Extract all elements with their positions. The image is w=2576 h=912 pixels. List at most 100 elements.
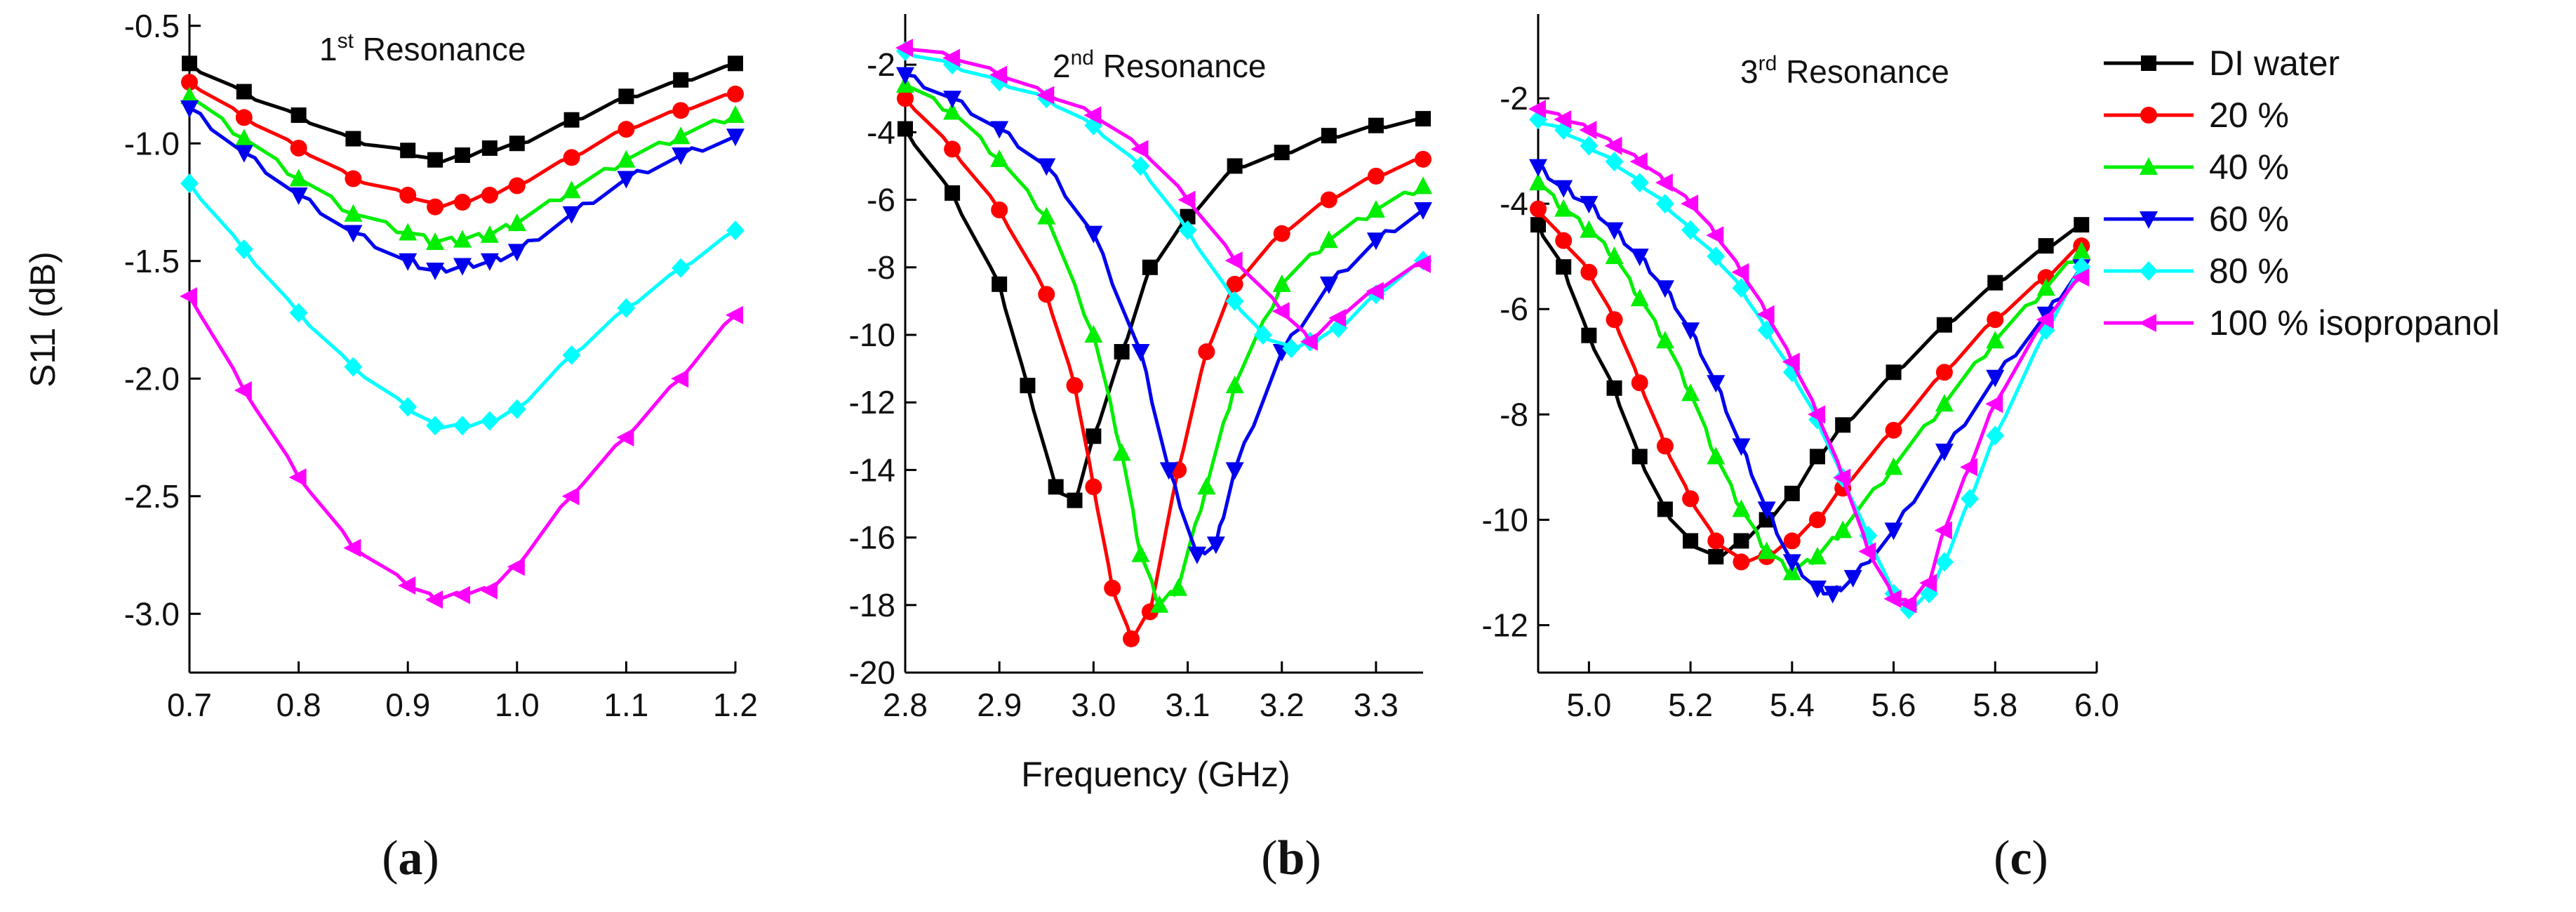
y-tick-label: -4 bbox=[867, 114, 895, 150]
panel-a-letter: (a) bbox=[382, 831, 439, 885]
data-point bbox=[289, 303, 308, 323]
data-point bbox=[672, 147, 690, 165]
data-point bbox=[1604, 136, 1622, 155]
data-point bbox=[991, 201, 1008, 218]
data-point bbox=[453, 416, 472, 436]
data-point bbox=[1681, 194, 1699, 213]
series-line bbox=[1537, 118, 2083, 612]
data-point bbox=[895, 39, 913, 58]
data-point bbox=[1131, 156, 1150, 176]
data-point bbox=[1367, 167, 1384, 185]
series-line bbox=[1537, 165, 2083, 596]
data-point bbox=[234, 381, 252, 399]
y-tick-label: -12 bbox=[849, 384, 895, 421]
data-point bbox=[1784, 485, 1800, 501]
data-point bbox=[618, 88, 634, 105]
data-point bbox=[1554, 199, 1573, 217]
x-tick-label: 0.9 bbox=[385, 687, 430, 723]
data-point bbox=[1321, 128, 1337, 144]
data-point bbox=[400, 143, 416, 159]
y-tick-label: -16 bbox=[849, 520, 895, 556]
data-point bbox=[180, 86, 199, 105]
series-line bbox=[1536, 223, 2083, 559]
legend-marker bbox=[2140, 211, 2158, 229]
data-point bbox=[1655, 173, 1673, 192]
data-point bbox=[992, 276, 1008, 292]
data-point bbox=[235, 109, 253, 126]
data-point bbox=[1020, 378, 1036, 394]
data-point bbox=[897, 90, 914, 107]
data-point bbox=[1936, 317, 1952, 333]
y-tick-label: -1.0 bbox=[124, 125, 180, 161]
data-point bbox=[399, 253, 418, 271]
data-point bbox=[1834, 520, 1853, 538]
data-point bbox=[399, 223, 418, 241]
data-point bbox=[1756, 305, 1775, 324]
data-point bbox=[2072, 241, 2091, 259]
data-point bbox=[1368, 117, 1384, 133]
data-point bbox=[453, 230, 472, 248]
data-point bbox=[1810, 449, 1825, 465]
data-point bbox=[181, 74, 198, 91]
data-point bbox=[1733, 533, 1749, 549]
data-point bbox=[480, 411, 499, 431]
data-point bbox=[1606, 380, 1622, 396]
panel-b-letter: (b) bbox=[1261, 831, 1321, 885]
data-point bbox=[1529, 173, 1547, 191]
data-point bbox=[1225, 376, 1244, 394]
x-tick-label: 0.7 bbox=[167, 687, 212, 723]
data-point bbox=[1732, 499, 1751, 517]
data-point bbox=[1732, 278, 1751, 298]
legend: DI water 20 % 40 % 60 % 80 % 100 % isopropano… bbox=[2104, 44, 2500, 343]
data-point bbox=[990, 121, 1009, 139]
data-point bbox=[1366, 199, 1385, 218]
data-point bbox=[989, 65, 1008, 84]
series-line bbox=[1536, 208, 2083, 564]
data-point bbox=[345, 170, 362, 187]
data-point bbox=[1366, 282, 1384, 300]
data-point bbox=[1366, 232, 1385, 251]
series-di-water bbox=[1530, 217, 2090, 564]
data-point bbox=[1681, 383, 1700, 402]
data-point bbox=[344, 204, 363, 222]
data-point bbox=[1707, 246, 1726, 267]
data-point bbox=[1706, 226, 1724, 245]
data-point bbox=[673, 72, 689, 88]
data-point bbox=[563, 112, 580, 128]
data-point bbox=[1104, 579, 1121, 597]
data-point bbox=[1579, 121, 1597, 140]
series-di-water bbox=[897, 111, 1431, 508]
data-point bbox=[1169, 578, 1188, 596]
data-point bbox=[453, 258, 472, 276]
data-point bbox=[1935, 552, 1954, 572]
data-point bbox=[1886, 364, 1902, 381]
data-point bbox=[1833, 468, 1851, 487]
data-point bbox=[1782, 554, 1801, 572]
legend-marker bbox=[2141, 55, 2156, 71]
data-point bbox=[1112, 443, 1131, 461]
data-point bbox=[1732, 438, 1751, 456]
data-point bbox=[1556, 259, 1572, 275]
series-line bbox=[904, 83, 1424, 607]
data-point bbox=[1605, 152, 1624, 172]
series-100-isopropanol bbox=[895, 39, 1431, 351]
legend-marker bbox=[2140, 261, 2158, 281]
y-tick-label: -18 bbox=[849, 587, 895, 623]
data-point bbox=[1605, 222, 1624, 240]
data-point bbox=[1987, 275, 2003, 291]
data-point bbox=[426, 263, 445, 281]
series-line bbox=[187, 295, 737, 602]
data-point bbox=[1554, 110, 1572, 129]
data-point bbox=[344, 357, 363, 377]
data-point bbox=[1085, 478, 1102, 496]
data-point bbox=[1530, 217, 1546, 233]
data-point bbox=[1253, 324, 1272, 345]
series-100-isopropanol bbox=[1528, 100, 2090, 614]
data-point bbox=[1935, 394, 1954, 412]
series-60 bbox=[180, 100, 745, 281]
data-point bbox=[1960, 458, 1978, 477]
series-line bbox=[904, 49, 1424, 351]
data-point bbox=[617, 298, 636, 318]
series-100-isopropanol bbox=[180, 287, 743, 609]
data-point bbox=[672, 126, 690, 145]
